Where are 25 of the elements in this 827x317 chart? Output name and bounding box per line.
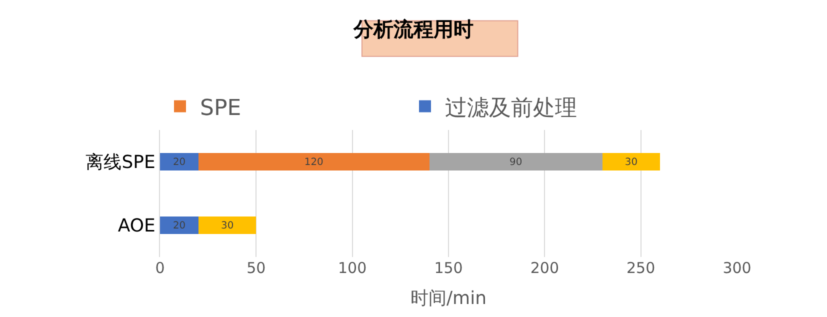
- bar: [198, 216, 256, 234]
- x-tick-label: 150: [434, 259, 463, 277]
- bar: [198, 152, 430, 171]
- legend-label: SPE: [200, 96, 242, 121]
- legend-label: 过滤及前处理: [445, 96, 577, 121]
- data-label: 90: [510, 157, 522, 168]
- data-label: 120: [304, 157, 324, 168]
- x-tick-label: 250: [626, 259, 656, 277]
- x-tick-label: 200: [530, 259, 559, 277]
- bar: [160, 152, 198, 171]
- bar: [602, 152, 660, 171]
- x-axis-title: 时间/min: [410, 288, 487, 310]
- x-tick-label: 0: [155, 259, 165, 277]
- data-label: 20: [172, 157, 186, 168]
- bar: [160, 216, 198, 234]
- x-tick-label: 50: [246, 259, 266, 277]
- bar: [429, 152, 602, 171]
- x-tick-label: 300: [722, 259, 752, 277]
- data-label: 30: [221, 220, 234, 232]
- data-label: 30: [624, 157, 638, 168]
- x-tick-label: 100: [338, 259, 367, 277]
- data-label: 20: [172, 220, 186, 232]
- y-tick-label: 离线SPE: [86, 152, 156, 174]
- y-tick-label: AOE: [118, 216, 156, 237]
- chart-title: 分析流程用时: [352, 17, 474, 42]
